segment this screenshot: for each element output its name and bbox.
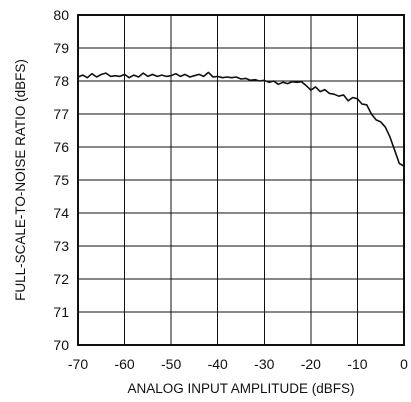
x-tick-label: 0: [400, 356, 408, 372]
y-tick-label: 77: [53, 106, 69, 122]
y-axis-title: FULL-SCALE-TO-NOISE RATIO (dBFS): [13, 59, 28, 301]
y-tick-label: 71: [53, 304, 69, 320]
grid: [77, 14, 405, 346]
x-tick-label: -70: [68, 356, 88, 372]
x-tick-label: -30: [254, 356, 274, 372]
plot-frame: [77, 14, 405, 346]
x-axis-title: ANALOG INPUT AMPLITUDE (dBFS): [127, 381, 354, 396]
y-tick-label: 74: [53, 205, 69, 221]
y-tick-label: 80: [53, 7, 69, 23]
x-tick-label: -60: [114, 356, 134, 372]
y-tick-label: 73: [53, 238, 69, 254]
x-tick-label: -10: [347, 356, 367, 372]
x-tick-labels: -70 -60 -50 -40 -30 -20 -10 0: [68, 356, 408, 372]
y-tick-label: 76: [53, 139, 69, 155]
y-tick-labels: 70 71 72 73 74 75 76 77 78 79 80: [53, 7, 69, 353]
x-tick-label: -20: [301, 356, 321, 372]
y-tick-label: 79: [53, 40, 69, 56]
y-tick-label: 78: [53, 73, 69, 89]
y-tick-label: 75: [53, 172, 69, 188]
series: [77, 71, 405, 167]
x-tick-label: -50: [161, 356, 181, 372]
y-tick-label: 72: [53, 271, 69, 287]
x-tick-label: -40: [208, 356, 228, 372]
series-line: [77, 71, 405, 167]
y-tick-label: 70: [53, 337, 69, 353]
